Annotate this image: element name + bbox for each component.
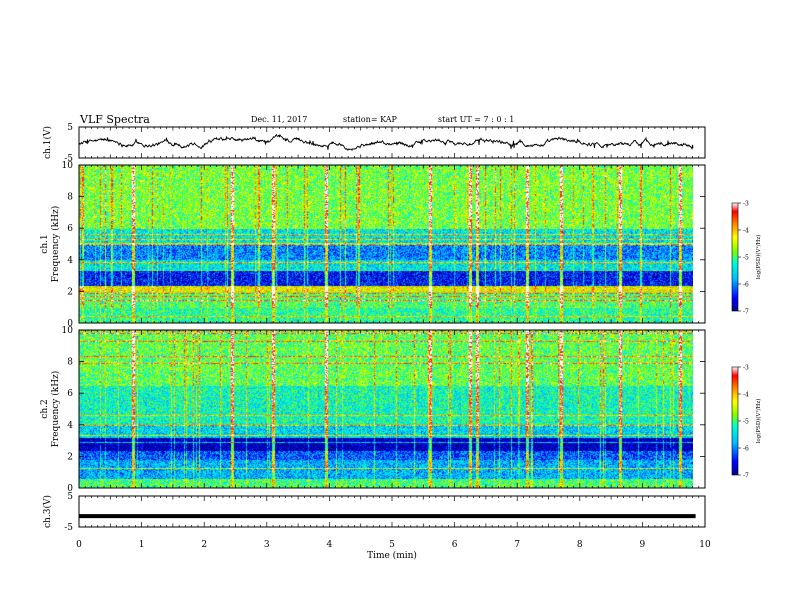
ch2-spec-y-tick-label: 2	[67, 452, 73, 462]
ch1-colorbar-label: log(PSD)(V²/Hz)	[755, 235, 762, 280]
x-tick-label: 5	[389, 540, 395, 550]
x-tick-label: 9	[640, 540, 646, 550]
ch1-trace	[78, 133, 694, 152]
ch2-spec-y-tick-label: 10	[62, 326, 74, 336]
ch1-colorbar-tick-label: -6	[743, 282, 749, 289]
x-tick-label: 6	[452, 540, 458, 550]
ch1-colorbar-tick-label: -4	[743, 228, 749, 235]
ch2-colorbar-tick-label: -3	[743, 365, 749, 372]
ch1-spec-y-tick-label: 8	[67, 193, 73, 203]
chart-title: VLF Spectra	[80, 113, 150, 126]
ch1-colorbar-tick-label: -3	[743, 201, 749, 208]
ch2-spec-y-tick-label: 4	[67, 421, 73, 431]
ch1-colorbar-tick-label: -7	[743, 309, 749, 316]
x-tick-label: 2	[201, 540, 207, 550]
ch3-y-tick-label: -5	[64, 523, 73, 533]
ch2-spec-y-tick-label: 6	[67, 389, 73, 399]
x-tick-label: 0	[76, 540, 82, 550]
ch1-spec-y-tick-label: 2	[67, 287, 73, 297]
ch1-y-label: ch.1(V)	[42, 126, 53, 159]
station-label: station= KAP	[343, 115, 397, 124]
date-label: Dec. 11, 2017	[251, 115, 308, 124]
ch3-y-tick-label: 5	[67, 492, 73, 502]
ch2-colorbar-tick-label: -7	[743, 473, 749, 480]
ch1-spec-y-tick-label: 6	[67, 224, 73, 234]
ch2-colorbar-tick-label: -6	[743, 446, 749, 453]
ch1-colorbar-tick-label: -5	[743, 255, 749, 262]
x-tick-label: 1	[139, 540, 145, 550]
start-ut-label: start UT = 7 : 0 : 1	[438, 115, 515, 124]
ch2-colorbar-bar	[731, 366, 739, 476]
ch2-spec-y-tick-label: 8	[67, 358, 73, 368]
ch1-spec-y-tick-label: 4	[67, 256, 73, 266]
ch2-spec-y-label: Frequency (kHz)	[50, 371, 61, 448]
ch2-spec-y-tick-label: 0	[67, 484, 73, 494]
ch1-y-tick-label: 5	[67, 123, 73, 133]
x-tick-label: 7	[514, 540, 520, 550]
ch1-colorbar-bar	[731, 202, 739, 312]
x-tick-label: 8	[577, 540, 583, 550]
x-tick-label: 4	[327, 540, 333, 550]
ch2-colorbar-tick-label: -4	[743, 392, 749, 399]
ch1-spec-y-tick-label: 0	[67, 319, 73, 329]
x-tick-label: 10	[699, 540, 711, 550]
ch3-y-label: ch.3(V)	[42, 495, 53, 528]
x-tick-label: 3	[264, 540, 270, 550]
ch2-colorbar-tick-label: -5	[743, 419, 749, 426]
x-axis-label: Time (min)	[367, 550, 417, 561]
ch2-colorbar-label: log(PSD)(V²/Hz)	[755, 399, 762, 444]
ch2-spectrogram-image	[79, 330, 693, 488]
ch1-y-tick-label: -5	[64, 154, 73, 164]
ch1-spec-y-label: Frequency (kHz)	[50, 206, 61, 283]
ch1-spec-y-tick-label: 10	[62, 161, 74, 171]
ch1-spectrogram-image	[79, 165, 693, 323]
ch2-spec-y-label: ch.2	[40, 399, 50, 418]
ch1-spec-y-label: ch.1	[40, 234, 50, 253]
